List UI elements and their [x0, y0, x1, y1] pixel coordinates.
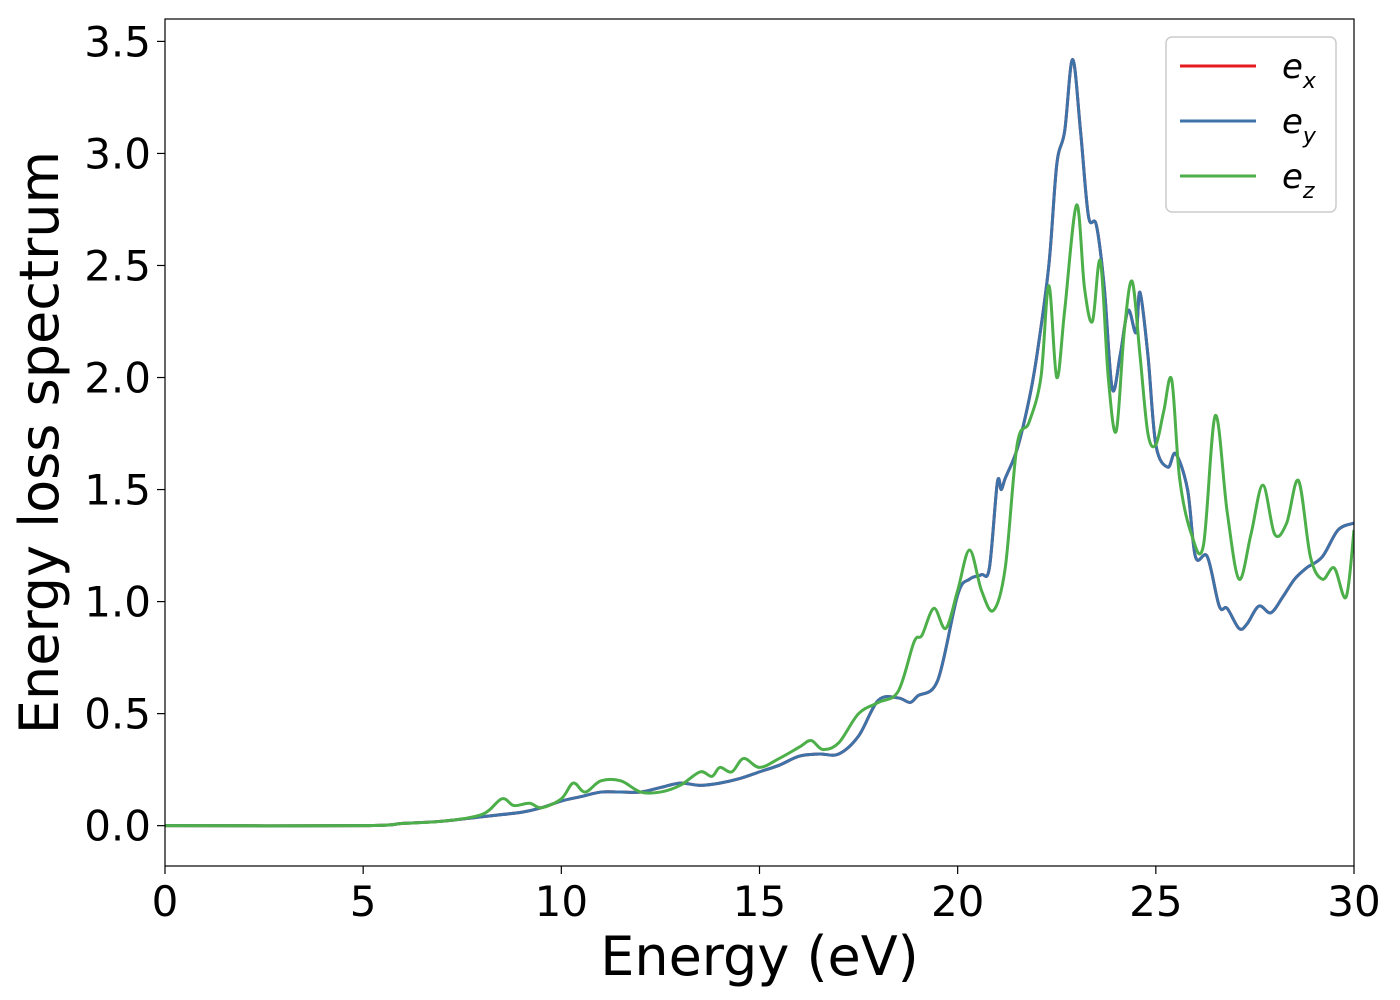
- x-axis-title: Energy (eV): [600, 925, 919, 988]
- x-tick-label: 15: [733, 877, 786, 926]
- legend-label-base: e: [1282, 47, 1303, 87]
- y-tick-label: 1.5: [84, 466, 151, 515]
- y-tick-label: 2.0: [84, 354, 151, 403]
- x-tick-label: 20: [931, 877, 984, 926]
- x-tick-label: 30: [1327, 877, 1380, 926]
- legend-label-ex: ex: [1282, 47, 1317, 94]
- legend-label-subscript: x: [1302, 69, 1317, 94]
- series-layer: [165, 57, 1354, 828]
- x-tick-label: 5: [350, 877, 377, 926]
- y-tick-label: 2.5: [84, 241, 151, 290]
- legend-label-base: e: [1282, 157, 1303, 197]
- legend-label-base: e: [1282, 102, 1303, 142]
- y-tick-label: 3.0: [84, 129, 151, 178]
- series-line-ez: [165, 203, 1354, 828]
- x-tick-label: 25: [1129, 877, 1182, 926]
- legend-label-subscript: y: [1302, 124, 1317, 149]
- y-tick-label: 3.5: [84, 17, 151, 66]
- x-tick-label: 0: [152, 877, 179, 926]
- y-tick-label: 0.0: [84, 802, 151, 851]
- y-tick-label: 0.5: [84, 690, 151, 739]
- ticks-layer: 0 5 10 15 20 25 30 0.0 0.5 1.0 1.5 2.0 2.5 3.0 3.5: [84, 17, 1381, 926]
- y-tick-label: 1.0: [84, 578, 151, 627]
- y-axis-title: Energy loss spectrum: [8, 151, 71, 734]
- legend-box: [1165, 36, 1337, 213]
- legend-label-ey: ey: [1282, 102, 1317, 149]
- legend-label-ez: ez: [1282, 157, 1315, 204]
- legend-label-subscript: z: [1302, 179, 1315, 204]
- x-tick-label: 10: [535, 877, 588, 926]
